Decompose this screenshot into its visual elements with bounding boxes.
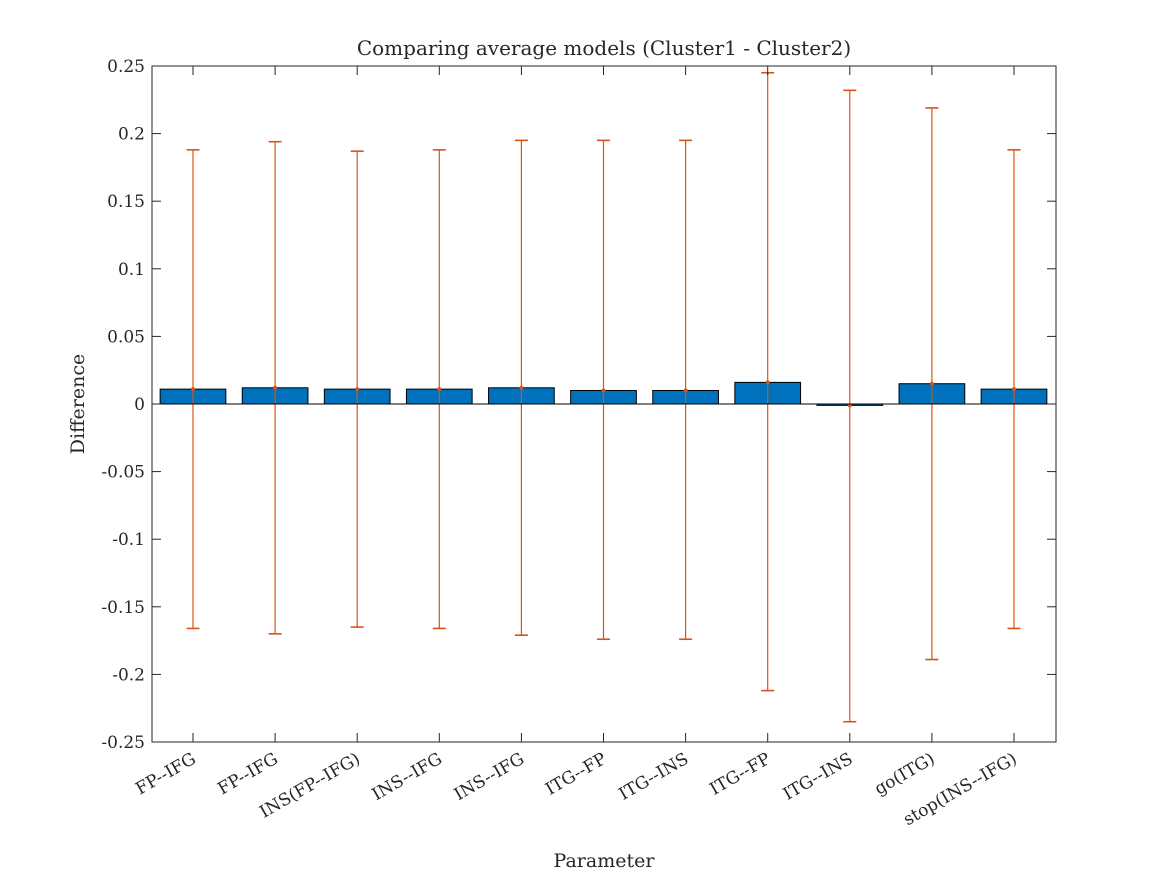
error-bar-center-point — [437, 387, 442, 392]
error-bar-center-point — [191, 387, 195, 392]
y-tick-label: -0.25 — [101, 733, 145, 753]
y-tick-label: 0.15 — [107, 192, 145, 212]
y-tick-label: -0.05 — [101, 463, 145, 483]
x-tick-label: go(ITG) — [871, 749, 938, 799]
error-bar-center-point — [601, 388, 606, 393]
x-tick-label: ITG--INS — [616, 749, 692, 805]
x-tick-label: FP--IFG — [132, 749, 199, 799]
y-tick-label: -0.2 — [112, 665, 145, 685]
error-bar-center-point — [273, 385, 278, 390]
y-tick-label: -0.15 — [101, 598, 145, 618]
y-tick-label: -0.1 — [112, 530, 145, 550]
x-tick-label: INS--IFG — [451, 749, 528, 805]
y-tick-label: 0.1 — [118, 260, 145, 280]
y-axis-label: Difference — [67, 354, 89, 455]
error-bars-layer — [186, 71, 1021, 723]
x-tick-label: INS--IFG — [369, 749, 446, 805]
error-bar-center-point — [765, 380, 770, 385]
x-axis-label: Parameter — [554, 850, 656, 872]
x-tick-label: ITG--INS — [780, 749, 856, 805]
chart-title: Comparing average models (Cluster1 - Clu… — [357, 36, 851, 60]
error-bar-center-point — [929, 381, 934, 386]
y-tick-label: 0.05 — [107, 327, 145, 347]
y-tick-label: 0.25 — [107, 57, 145, 77]
x-tick-label: FP--IFG — [215, 749, 282, 799]
y-tick-label: 0 — [134, 395, 145, 415]
error-bar-center-point — [1012, 387, 1016, 392]
error-bar-center-point — [519, 385, 524, 390]
error-bar-center-point — [355, 387, 360, 392]
y-tick-label: 0.2 — [118, 125, 145, 145]
error-bar-center-point — [683, 388, 688, 393]
x-tick-label: ITG--FP — [542, 749, 610, 800]
x-tick-label: ITG--FP — [706, 749, 774, 800]
